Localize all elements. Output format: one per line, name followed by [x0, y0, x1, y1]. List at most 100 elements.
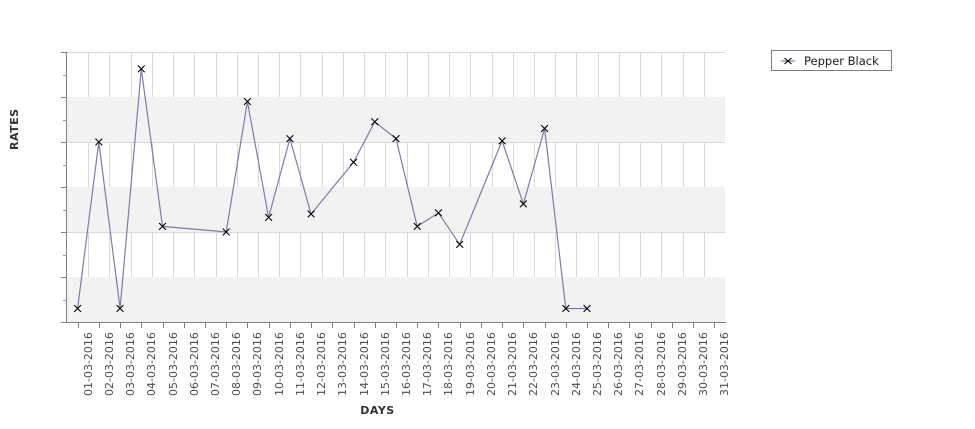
x-tick-label: 22-03-2016 — [527, 332, 541, 396]
y-tick-mark — [61, 277, 67, 278]
x-tick-label: 31-03-2016 — [718, 332, 732, 396]
data-point-marker — [243, 97, 252, 106]
y-tick-mark — [61, 97, 67, 98]
y-tick-minor — [63, 164, 67, 166]
x-axis-title: DAYS — [360, 404, 395, 417]
x-tick-mark — [693, 323, 694, 328]
y-tick-mark — [61, 187, 67, 188]
x-tick-mark — [120, 323, 121, 328]
data-point-marker — [519, 200, 528, 208]
x-tick-label: 23-03-2016 — [548, 332, 562, 396]
plot-area — [67, 52, 725, 322]
x-tick-label: 19-03-2016 — [463, 332, 477, 396]
plot-band — [67, 97, 725, 142]
data-point-marker — [116, 304, 124, 313]
y-tick-minor — [63, 254, 67, 256]
data-point-marker — [540, 124, 549, 133]
x-tick-mark — [78, 323, 79, 328]
x-tick-mark — [184, 323, 185, 328]
data-point-marker — [583, 304, 591, 313]
x-tick-mark — [354, 323, 355, 328]
data-point-marker — [264, 213, 273, 222]
y-tick-minor — [63, 74, 67, 76]
x-tick-label: 05-03-2016 — [166, 332, 180, 396]
x-tick-mark — [290, 323, 291, 328]
x-tick-label: 01-03-2016 — [81, 332, 95, 396]
y-tick-mark — [61, 232, 67, 233]
x-tick-mark — [375, 323, 376, 328]
x-tick-mark — [502, 323, 503, 328]
x-tick-label: 21-03-2016 — [506, 332, 520, 396]
data-point-marker — [137, 65, 146, 73]
x-tick-label: 25-03-2016 — [591, 332, 605, 396]
y-tick-mark — [61, 142, 67, 143]
x-tick-mark — [566, 323, 567, 328]
x-tick-label: 13-03-2016 — [336, 332, 350, 396]
data-point-marker — [498, 137, 506, 145]
x-tick-mark — [545, 323, 546, 328]
data-point-marker — [455, 240, 464, 249]
x-tick-label: 27-03-2016 — [633, 332, 647, 396]
x-tick-mark — [481, 323, 482, 328]
x-tick-mark — [247, 323, 248, 328]
horizontal-gridline — [67, 232, 725, 233]
y-tick-minor — [63, 119, 67, 121]
x-tick-mark — [396, 323, 397, 328]
legend-marker-icon — [781, 57, 795, 64]
x-tick-mark — [226, 323, 227, 328]
data-point-marker — [370, 117, 379, 126]
x-tick-label: 28-03-2016 — [654, 332, 668, 396]
x-tick-label: 29-03-2016 — [675, 332, 689, 396]
x-tick-label: 08-03-2016 — [230, 332, 244, 396]
x-tick-mark — [99, 323, 100, 328]
x-tick-label: 11-03-2016 — [293, 332, 307, 396]
data-point-marker — [307, 210, 315, 218]
chart-legend: Pepper Black — [771, 50, 892, 71]
x-tick-mark — [651, 323, 652, 328]
data-point-marker — [222, 228, 230, 236]
y-axis-title: RATES — [8, 108, 21, 150]
x-tick-label: 02-03-2016 — [102, 332, 116, 396]
data-point-marker — [158, 222, 167, 231]
x-tick-label: 10-03-2016 — [272, 332, 286, 396]
x-tick-mark — [205, 323, 206, 328]
x-tick-label: 17-03-2016 — [421, 332, 435, 396]
x-tick-mark — [608, 323, 609, 328]
x-tick-mark — [269, 323, 270, 328]
data-point-marker — [392, 134, 400, 143]
x-tick-label: 30-03-2016 — [697, 332, 711, 396]
y-tick-minor — [63, 209, 67, 211]
x-tick-label: 03-03-2016 — [124, 332, 138, 396]
legend-label-pepper-black: Pepper Black — [804, 53, 879, 68]
data-point-marker — [286, 134, 294, 143]
x-tick-mark — [438, 323, 439, 328]
data-point-marker — [73, 304, 82, 313]
horizontal-gridline — [67, 142, 725, 143]
x-tick-label: 12-03-2016 — [315, 332, 329, 396]
data-point-marker — [349, 158, 358, 167]
x-tick-mark — [587, 323, 588, 328]
x-tick-mark — [417, 323, 418, 328]
y-tick-minor — [63, 299, 67, 301]
x-tick-label: 24-03-2016 — [569, 332, 583, 396]
x-tick-mark — [523, 323, 524, 328]
x-tick-label: 04-03-2016 — [145, 332, 159, 396]
x-tick-mark — [460, 323, 461, 328]
plot-band — [67, 277, 725, 322]
x-tick-label: 09-03-2016 — [251, 332, 265, 396]
series-pepper-black — [73, 65, 591, 313]
x-tick-label: 18-03-2016 — [442, 332, 456, 396]
x-tick-label: 26-03-2016 — [612, 332, 626, 396]
x-tick-mark — [332, 323, 333, 328]
x-tick-label: 14-03-2016 — [357, 332, 371, 396]
x-tick-mark — [141, 323, 142, 328]
x-tick-mark — [629, 323, 630, 328]
plot-band — [67, 187, 725, 232]
x-tick-label: 20-03-2016 — [484, 332, 498, 396]
series-markers-pepper-black — [73, 65, 591, 313]
x-tick-mark — [672, 323, 673, 328]
x-axis-line — [67, 322, 726, 323]
y-tick-mark — [61, 52, 67, 53]
x-tick-label: 06-03-2016 — [187, 332, 201, 396]
